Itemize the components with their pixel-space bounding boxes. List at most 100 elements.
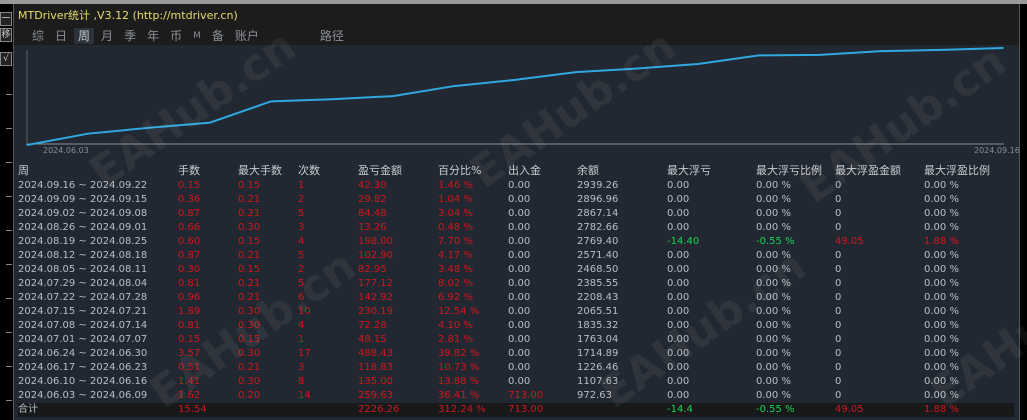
table-cell: 0.00 % bbox=[924, 180, 959, 191]
table-cell: 3.57 bbox=[178, 348, 201, 359]
table-cell: 1.62 bbox=[178, 390, 201, 401]
table-row[interactable]: 2024.08.26 ~ 2024.09.01 0.66 0.30 3 13.26 0.4… bbox=[18, 221, 1014, 235]
table-cell: 13.88 % bbox=[438, 376, 480, 387]
table-row[interactable]: 2024.06.17 ~ 2024.06.23 0.51 0.21 3 118.83 10… bbox=[18, 361, 1014, 375]
column-header[interactable]: 百分比% bbox=[438, 164, 482, 177]
table-row[interactable]: 2024.09.02 ~ 2024.09.08 0.87 0.21 5 84.48 3.0… bbox=[18, 207, 1014, 221]
table-cell: 39.82 % bbox=[438, 348, 480, 359]
table-cell: 0.00 % bbox=[924, 278, 959, 289]
balance-point bbox=[331, 98, 333, 101]
table-cell: 6.92 % bbox=[438, 292, 473, 303]
table-cell: 0.15 bbox=[178, 180, 201, 191]
total-cell: 49.05 bbox=[835, 403, 924, 417]
table-cell: 2024.07.01 ~ 2024.07.07 bbox=[18, 334, 148, 345]
table-cell: 0.00 % bbox=[924, 362, 959, 373]
table-cell: 0 bbox=[835, 264, 842, 275]
table-cell: 2208.43 bbox=[577, 292, 619, 303]
table-cell: 4 bbox=[298, 320, 305, 331]
table-cell: 0.00 bbox=[508, 222, 531, 233]
column-header[interactable]: 最大浮亏比例 bbox=[756, 164, 822, 177]
table-cell: 0.15 bbox=[178, 334, 201, 345]
table-cell: 2896.96 bbox=[577, 194, 619, 205]
move-button[interactable]: 移 bbox=[0, 28, 12, 42]
column-header[interactable]: 盈亏金额 bbox=[358, 164, 402, 177]
table-row[interactable]: 2024.07.01 ~ 2024.07.07 0.15 0.15 1 48.15 2.8… bbox=[18, 333, 1014, 347]
balance-point bbox=[1002, 47, 1004, 49]
check-button[interactable]: √ bbox=[0, 52, 12, 66]
table-row[interactable]: 2024.08.12 ~ 2024.08.18 0.87 0.21 5 102.90 4.… bbox=[18, 249, 1014, 263]
table-cell: 488.43 bbox=[358, 348, 393, 359]
balance-point bbox=[697, 63, 699, 65]
table-cell: 0.15 bbox=[238, 334, 261, 345]
table-cell: 72.28 bbox=[358, 320, 387, 331]
table-cell: -0.55 % bbox=[756, 236, 795, 247]
table-cell: 1.41 bbox=[178, 376, 201, 387]
table-cell: 0.21 bbox=[238, 292, 261, 303]
table-cell: 1107.63 bbox=[577, 376, 619, 387]
balance-point bbox=[453, 85, 455, 87]
table-row[interactable]: 2024.07.08 ~ 2024.07.14 0.81 0.30 4 72.28 4.1… bbox=[18, 319, 1014, 333]
balance-point bbox=[514, 79, 516, 81]
table-cell: 2024.08.12 ~ 2024.08.18 bbox=[18, 250, 148, 261]
column-header[interactable]: 最大浮亏 bbox=[667, 164, 711, 177]
table-row[interactable]: 2024.07.29 ~ 2024.08.04 0.81 0.21 5 177.12 8.… bbox=[18, 277, 1014, 291]
table-cell: 0.15 bbox=[238, 264, 261, 275]
table-cell: 0.00 bbox=[508, 320, 531, 331]
table-row[interactable]: 2024.06.03 ~ 2024.06.09 1.62 0.20 14 259.63 3… bbox=[18, 389, 1014, 403]
table-cell: 0.00 % bbox=[924, 208, 959, 219]
table-cell: 177.12 bbox=[358, 278, 393, 289]
tab-2[interactable]: 周 bbox=[74, 28, 95, 44]
tab-1[interactable]: 日 bbox=[55, 29, 68, 43]
table-cell: 0 bbox=[835, 362, 842, 373]
table-row[interactable]: 2024.08.19 ~ 2024.08.25 0.60 0.15 4 198.00 7.… bbox=[18, 235, 1014, 249]
table-cell: 2024.08.05 ~ 2024.08.11 bbox=[18, 264, 148, 275]
tab-0[interactable]: 综 bbox=[32, 29, 45, 43]
table-row[interactable]: 2024.09.16 ~ 2024.09.22 0.15 0.15 1 42.30 1.4… bbox=[18, 179, 1014, 193]
table-cell: 0.00 % bbox=[756, 250, 791, 261]
column-header[interactable]: 最大浮盈比例 bbox=[924, 164, 990, 177]
table-cell: 4.10 % bbox=[438, 320, 473, 331]
tab-4[interactable]: 季 bbox=[124, 29, 137, 43]
table-cell: 0.21 bbox=[238, 278, 261, 289]
table-cell: 0 bbox=[835, 278, 842, 289]
column-header[interactable]: 余额 bbox=[577, 164, 599, 177]
table-cell: 0.00 % bbox=[756, 376, 791, 387]
tab-7[interactable]: M bbox=[193, 31, 201, 41]
balance-chart-svg bbox=[26, 47, 1004, 146]
table-cell: 0.00 % bbox=[924, 334, 959, 345]
table-cell: 0.00 % bbox=[924, 264, 959, 275]
table-cell: 8 bbox=[298, 376, 305, 387]
table-cell: 1714.89 bbox=[577, 348, 619, 359]
table-cell: 259.63 bbox=[358, 390, 393, 401]
table-row[interactable]: 2024.09.09 ~ 2024.09.15 0.36 0.21 2 29.82 1.0… bbox=[18, 193, 1014, 207]
tab-3[interactable]: 月 bbox=[101, 29, 114, 43]
table-cell: 0.00 bbox=[508, 362, 531, 373]
tab-5[interactable]: 年 bbox=[147, 29, 160, 43]
tab-6[interactable]: 币 bbox=[170, 29, 183, 43]
table-row[interactable]: 2024.06.24 ~ 2024.06.30 3.57 0.30 17 488.43 3… bbox=[18, 347, 1014, 361]
column-header[interactable]: 最大浮盈金额 bbox=[835, 164, 901, 177]
balance-point bbox=[209, 121, 211, 124]
column-header[interactable]: 最大手数 bbox=[238, 164, 282, 177]
total-cell: -0.55 % bbox=[756, 403, 835, 417]
table-cell: 2 bbox=[298, 194, 305, 205]
tab-8[interactable]: 备 bbox=[211, 29, 224, 43]
table-cell: 4.17 % bbox=[438, 250, 473, 261]
table-row[interactable]: 2024.08.05 ~ 2024.08.11 0.30 0.15 2 82.95 3.4… bbox=[18, 263, 1014, 277]
tab-10[interactable]: 路径 bbox=[319, 29, 344, 43]
column-header[interactable]: 手数 bbox=[178, 164, 200, 177]
table-cell: 14 bbox=[298, 390, 311, 401]
column-header[interactable]: 次数 bbox=[298, 164, 320, 177]
tab-9[interactable]: 账户 bbox=[234, 29, 259, 43]
total-cell bbox=[238, 403, 298, 417]
table-row[interactable]: 2024.07.22 ~ 2024.07.28 0.96 0.21 6 142.92 6.… bbox=[18, 291, 1014, 305]
table-cell: 0 bbox=[835, 222, 842, 233]
table-cell: 0.00 bbox=[667, 250, 690, 261]
column-header[interactable]: 出入金 bbox=[508, 164, 541, 177]
table-row[interactable]: 2024.07.15 ~ 2024.07.21 1.89 0.30 10 230.19 1… bbox=[18, 305, 1014, 319]
table-row[interactable]: 2024.06.10 ~ 2024.06.16 1.41 0.30 8 135.00 13… bbox=[18, 375, 1014, 389]
column-header[interactable]: 周 bbox=[18, 164, 29, 177]
table-cell: 0.00 bbox=[508, 236, 531, 247]
table-cell: 2939.26 bbox=[577, 180, 619, 191]
minimize-button[interactable]: 一 bbox=[0, 12, 12, 26]
